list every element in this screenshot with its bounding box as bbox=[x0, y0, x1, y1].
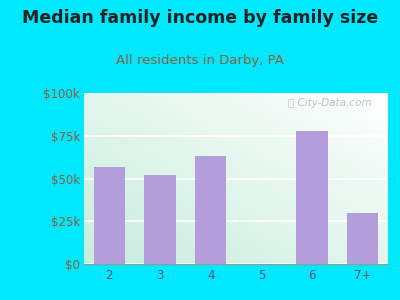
Text: All residents in Darby, PA: All residents in Darby, PA bbox=[116, 54, 284, 67]
Bar bbox=[347, 213, 378, 264]
Bar bbox=[296, 130, 328, 264]
Bar bbox=[144, 175, 176, 264]
Text: Median family income by family size: Median family income by family size bbox=[22, 9, 378, 27]
Text: ⓘ City-Data.com: ⓘ City-Data.com bbox=[288, 98, 371, 108]
Bar bbox=[94, 167, 125, 264]
Bar bbox=[195, 156, 226, 264]
